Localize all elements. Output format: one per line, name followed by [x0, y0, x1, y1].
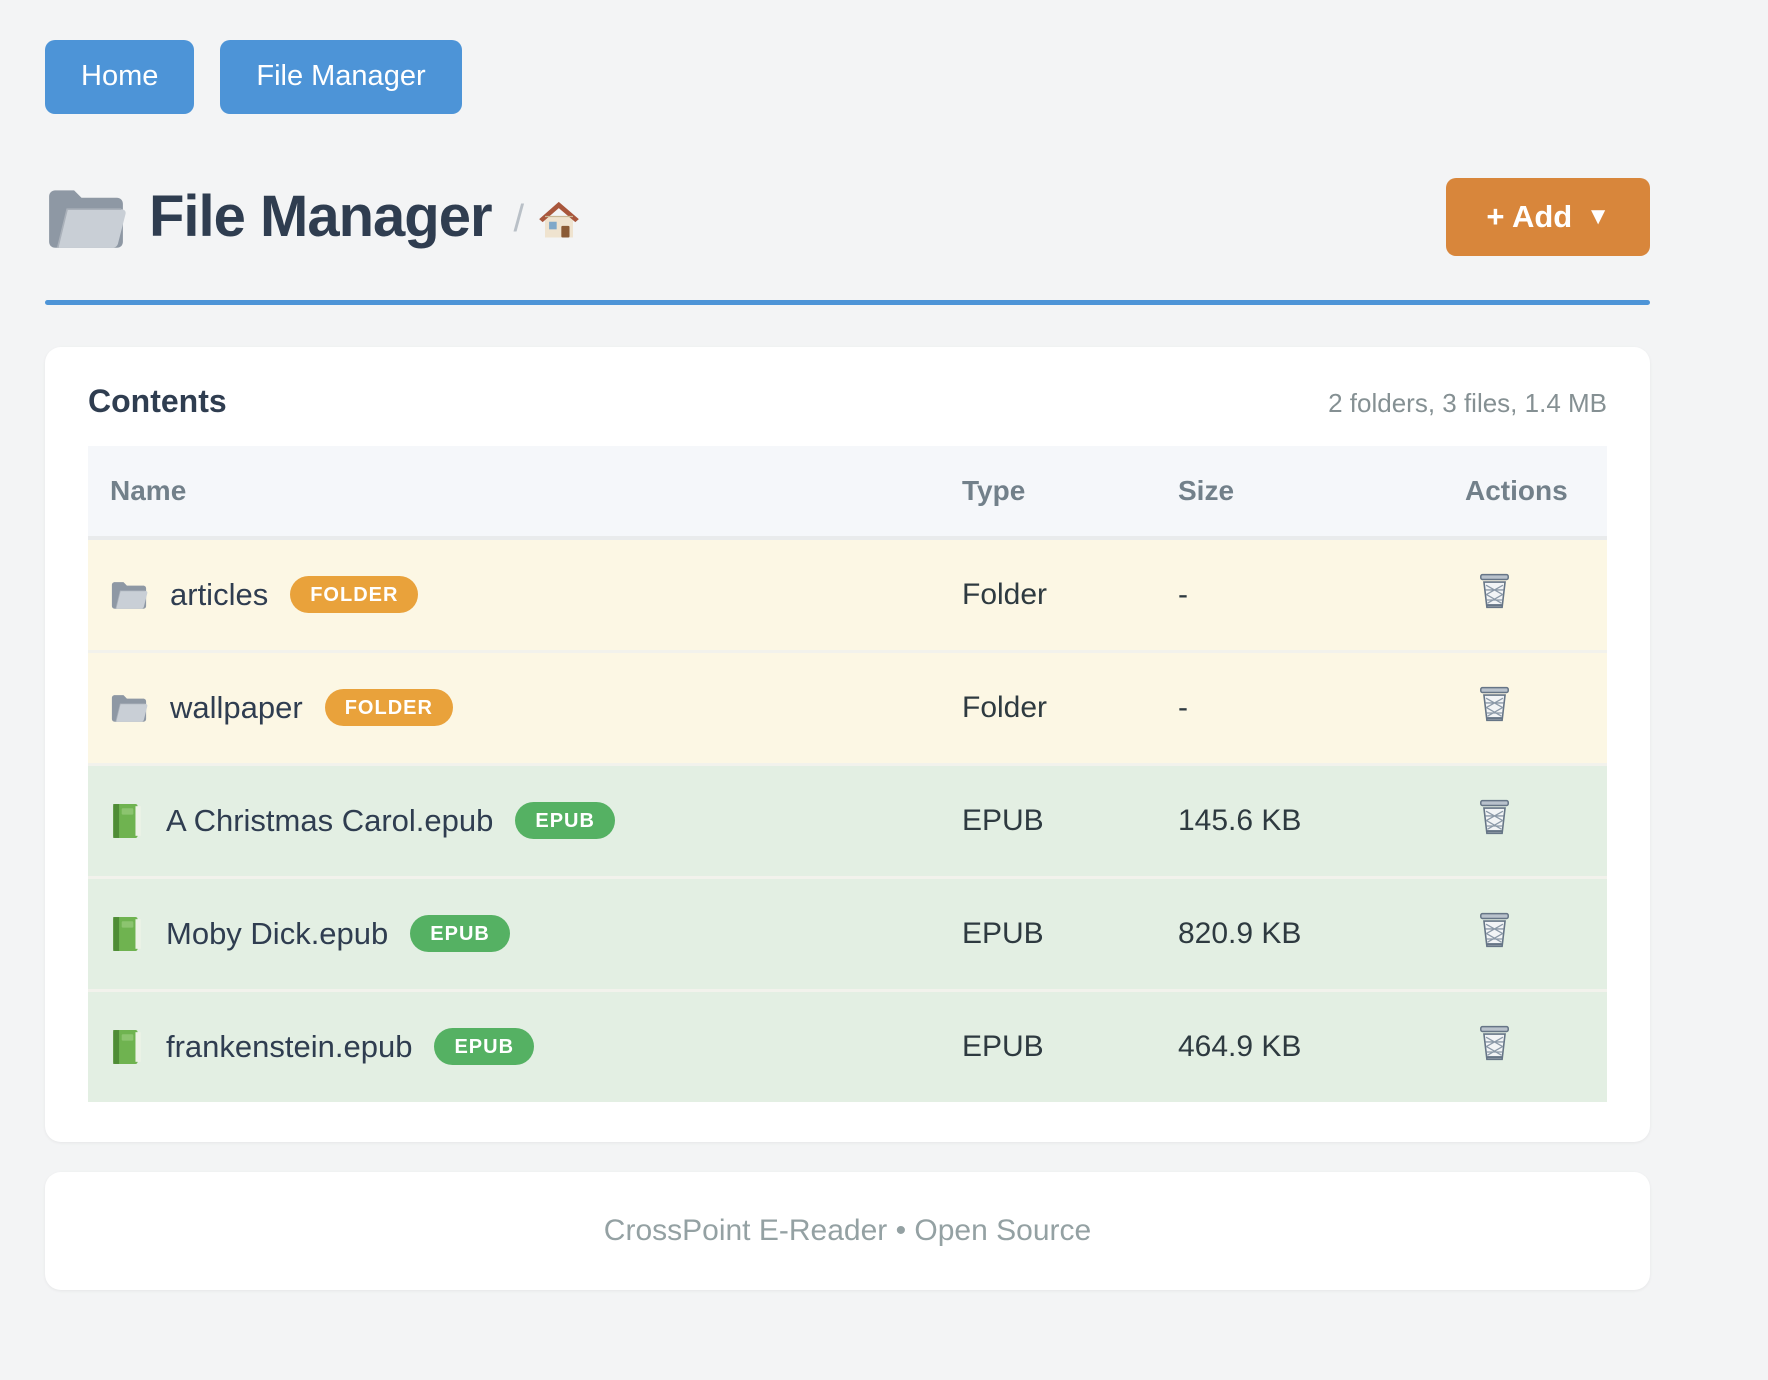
trash-icon [1477, 798, 1512, 836]
nav-button-home[interactable]: Home [45, 40, 195, 114]
green-book-icon [110, 1029, 144, 1065]
delete-button[interactable] [1477, 911, 1512, 949]
column-header-actions: Actions [1465, 445, 1607, 536]
folder-icon [110, 691, 148, 724]
column-header-name: Name [88, 445, 962, 536]
file-name[interactable]: Moby Dick.epub [166, 915, 389, 951]
footer: CrossPoint E-Reader • Open Source [45, 1171, 1650, 1290]
size-cell: 145.6 KB [1178, 762, 1465, 876]
trash-icon [1477, 911, 1512, 949]
chevron-down-icon: ▼ [1586, 202, 1610, 230]
green-book-icon [110, 803, 144, 839]
folder-icon [45, 182, 127, 252]
delete-button[interactable] [1477, 1024, 1512, 1062]
table-row[interactable]: frankenstein.epub EPUB EPUB 464.9 KB [88, 988, 1607, 1102]
type-cell: EPUB [962, 762, 1178, 876]
file-name[interactable]: A Christmas Carol.epub [166, 802, 494, 838]
type-cell: EPUB [962, 875, 1178, 989]
file-name[interactable]: articles [170, 576, 269, 612]
column-header-type: Type [962, 445, 1178, 536]
size-cell: - [1178, 535, 1465, 650]
table-header-row: Name Type Size Actions [88, 445, 1607, 536]
add-button[interactable]: + Add ▼ [1446, 177, 1650, 256]
folder-badge: FOLDER [290, 576, 419, 614]
add-button-label: + Add [1486, 198, 1573, 234]
delete-button[interactable] [1477, 685, 1512, 723]
title-divider [45, 299, 1650, 305]
delete-button[interactable] [1477, 572, 1512, 610]
top-nav: Home File Manager [45, 40, 1650, 114]
epub-badge: EPUB [410, 915, 510, 953]
file-name[interactable]: wallpaper [170, 689, 303, 725]
column-header-size: Size [1178, 445, 1465, 536]
contents-title: Contents [88, 382, 227, 419]
table-row[interactable]: wallpaper FOLDER Folder - [88, 649, 1607, 763]
file-name[interactable]: frankenstein.epub [166, 1028, 413, 1064]
table-row[interactable]: A Christmas Carol.epub EPUB EPUB 145.6 K… [88, 762, 1607, 876]
trash-icon [1477, 685, 1512, 723]
size-cell: 464.9 KB [1178, 988, 1465, 1102]
page: Home File Manager File Manager / + Add ▼… [45, 40, 1650, 1290]
footer-text: CrossPoint E-Reader • Open Source [603, 1213, 1092, 1247]
page-header: File Manager / + Add ▼ [45, 177, 1650, 256]
type-cell: Folder [962, 649, 1178, 763]
contents-table: Name Type Size Actions articles FOLDER F… [88, 445, 1607, 1102]
trash-icon [1477, 1024, 1512, 1062]
size-cell: - [1178, 649, 1465, 763]
breadcrumb-separator: / [513, 198, 525, 241]
delete-button[interactable] [1477, 798, 1512, 836]
nav-button-file-manager[interactable]: File Manager [220, 40, 462, 114]
home-icon[interactable] [538, 200, 580, 240]
page-title: File Manager [149, 184, 493, 250]
table-row[interactable]: Moby Dick.epub EPUB EPUB 820.9 KB [88, 875, 1607, 989]
trash-icon [1477, 572, 1512, 610]
type-cell: Folder [962, 535, 1178, 650]
green-book-icon [110, 916, 144, 952]
epub-badge: EPUB [515, 802, 615, 840]
size-cell: 820.9 KB [1178, 875, 1465, 989]
folder-badge: FOLDER [324, 689, 453, 727]
type-cell: EPUB [962, 988, 1178, 1102]
table-row[interactable]: articles FOLDER Folder - [88, 535, 1607, 650]
folder-icon [110, 578, 148, 611]
contents-summary: 2 folders, 3 files, 1.4 MB [1328, 387, 1607, 418]
epub-badge: EPUB [434, 1028, 535, 1066]
contents-card: Contents 2 folders, 3 files, 1.4 MB Name… [45, 346, 1650, 1142]
